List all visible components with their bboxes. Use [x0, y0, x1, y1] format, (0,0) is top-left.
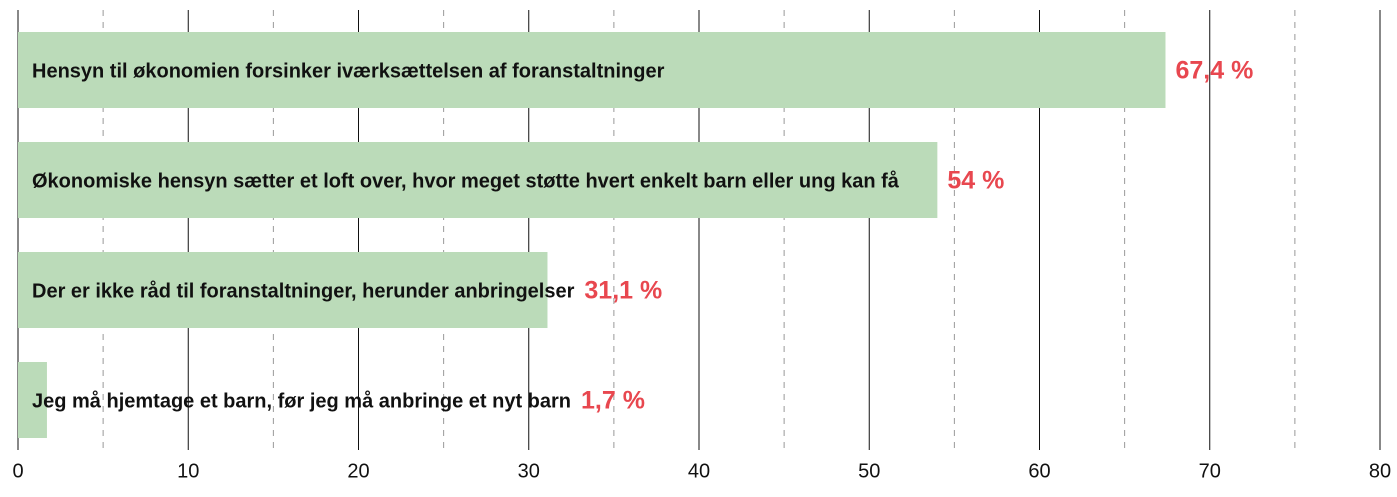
- value-label: 31,1 %: [584, 277, 662, 305]
- x-tick-label: 40: [688, 460, 710, 482]
- category-label: Der er ikke råd til foranstaltninger, he…: [32, 279, 575, 302]
- x-tick-label: 20: [347, 460, 369, 482]
- bar: [18, 362, 47, 438]
- value-label: 1,7 %: [581, 387, 645, 415]
- category-label: Jeg må hjemtage et barn, før jeg må anbr…: [32, 389, 571, 412]
- x-tick-label: 0: [12, 460, 23, 482]
- x-tick-label: 60: [1028, 460, 1050, 482]
- value-label: 54 %: [947, 167, 1004, 195]
- x-tick-label: 10: [177, 460, 199, 482]
- category-label: Hensyn til økonomien forsinker iværksætt…: [32, 60, 665, 82]
- x-tick-label: 80: [1369, 460, 1391, 482]
- value-label: 67,4 %: [1175, 57, 1253, 85]
- x-tick-label: 30: [518, 460, 540, 482]
- category-label: Økonomiske hensyn sætter et loft over, h…: [32, 169, 900, 192]
- x-tick-label: 50: [858, 460, 880, 482]
- bar: [18, 142, 938, 218]
- bar: [18, 32, 1166, 108]
- bar: [18, 252, 548, 328]
- x-tick-label: 70: [1199, 460, 1221, 482]
